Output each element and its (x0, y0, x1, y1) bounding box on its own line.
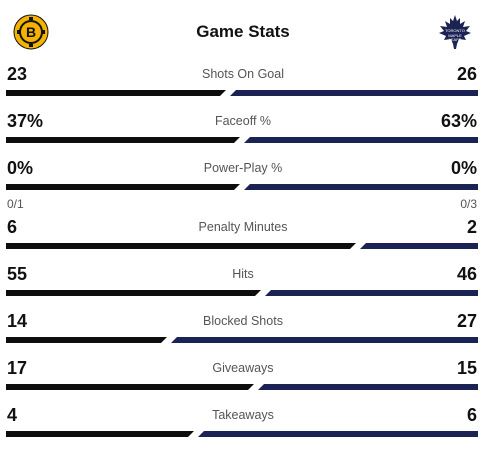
home-stat-value: 23 (7, 64, 28, 84)
maple-leafs-logo-icon: TORONTO MAPLE LEAFS (439, 15, 471, 49)
away-bar (244, 137, 478, 143)
away-bar (360, 243, 478, 249)
stat-row: 37% Faceoff % 63% (0, 111, 486, 158)
away-bar (265, 290, 478, 296)
stat-label: Penalty Minutes (198, 220, 288, 234)
home-stat-value: 17 (7, 358, 28, 378)
stat-row: 6 Penalty Minutes 2 (0, 217, 486, 264)
away-stat-detail: 0/3 (460, 197, 477, 211)
home-stat-value: 6 (7, 217, 18, 237)
stat-comparison-bar (6, 384, 478, 390)
svg-text:B: B (26, 24, 36, 40)
away-stat-value: 63% (440, 111, 477, 131)
stats-list: 23 Shots On Goal 26 37% Faceoff % 63% 0% Power-… (0, 64, 486, 452)
away-stat-value: 26 (456, 64, 477, 84)
away-bar (171, 337, 478, 343)
away-stat-value: 27 (456, 311, 477, 331)
home-stat-value: 37% (7, 111, 44, 131)
home-stat-value: 55 (7, 264, 28, 284)
away-bar (244, 184, 478, 190)
stat-row: 0% Power-Play % 0% (0, 158, 486, 205)
stat-comparison-bar (6, 184, 478, 190)
away-bar (198, 431, 478, 437)
home-bar (6, 243, 356, 249)
stat-label: Power-Play % (203, 161, 283, 175)
away-bar (258, 384, 478, 390)
stat-label: Blocked Shots (203, 314, 283, 328)
away-stat-value: 6 (466, 405, 477, 425)
svg-text:TORONTO: TORONTO (445, 28, 465, 33)
home-bar (6, 384, 254, 390)
stat-row: 23 Shots On Goal 26 (0, 64, 486, 111)
stat-comparison-bar (6, 337, 478, 343)
away-stat-value: 15 (456, 358, 477, 378)
home-bar (6, 431, 194, 437)
stat-label: Shots On Goal (202, 67, 284, 81)
away-stat-value: 0% (450, 158, 477, 178)
bruins-logo-icon: B (13, 14, 49, 50)
home-bar (6, 290, 261, 296)
home-stat-detail: 0/1 (7, 197, 24, 211)
away-stat-value: 46 (456, 264, 477, 284)
stat-row: 14 Blocked Shots 27 (0, 311, 486, 358)
stat-row: 17 Giveaways 15 (0, 358, 486, 405)
stat-label: Takeaways (212, 408, 274, 422)
stat-label: Giveaways (212, 361, 274, 375)
stat-comparison-bar (6, 243, 478, 249)
home-stat-value: 4 (7, 405, 18, 425)
home-stat-value: 14 (7, 311, 28, 331)
svg-text:LEAFS: LEAFS (449, 37, 462, 42)
home-stat-value: 0% (7, 158, 34, 178)
stat-comparison-bar (6, 431, 478, 437)
home-bar (6, 184, 240, 190)
stat-row: 55 Hits 46 (0, 264, 486, 311)
stat-sub-row: 0/1 0/3 (0, 197, 486, 217)
home-bar (6, 337, 167, 343)
stat-comparison-bar (6, 137, 478, 143)
stat-label: Hits (232, 267, 254, 281)
svg-text:MAPLE: MAPLE (448, 33, 462, 38)
stat-label: Faceoff % (214, 114, 272, 128)
header: B Game Stats TORONTO MAPLE LEAFS (0, 0, 486, 64)
away-stat-value: 2 (466, 217, 477, 237)
stat-row: 4 Takeaways 6 (0, 405, 486, 452)
away-bar (230, 90, 478, 96)
stat-comparison-bar (6, 290, 478, 296)
home-bar (6, 90, 226, 96)
home-bar (6, 137, 240, 143)
stat-comparison-bar (6, 90, 478, 96)
page-title: Game Stats (196, 22, 290, 41)
